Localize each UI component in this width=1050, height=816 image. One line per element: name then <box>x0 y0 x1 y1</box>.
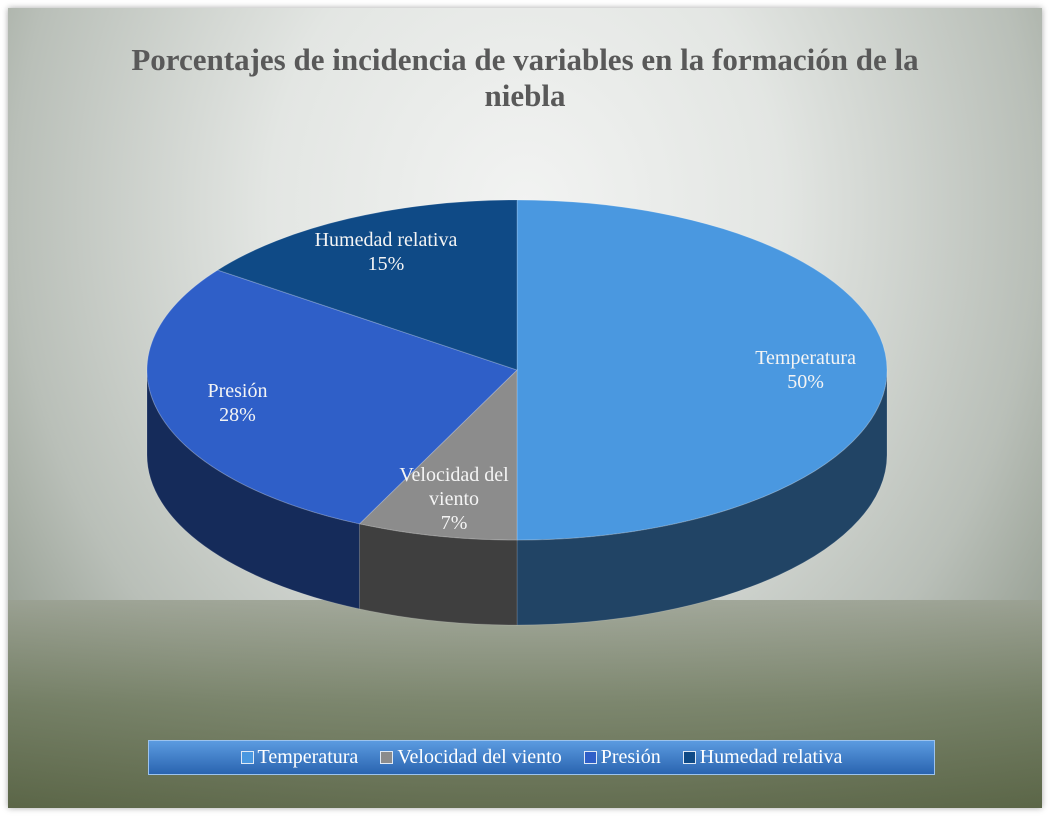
legend-item: Presión <box>583 746 661 769</box>
legend-swatch <box>682 751 696 764</box>
legend: Temperatura Velocidad del viento Presión Hu… <box>148 740 935 775</box>
data-label: Temperatura 50% <box>755 346 856 394</box>
legend-item: Humedad relativa <box>682 746 843 769</box>
data-label-category: Velocidad del viento <box>399 464 509 511</box>
legend-label: Temperatura <box>257 746 359 768</box>
data-label-value: 15% <box>367 252 405 275</box>
slice <box>516 199 888 541</box>
legend-label: Presión <box>600 746 661 768</box>
legend-swatch <box>583 751 597 764</box>
slice <box>146 269 518 525</box>
data-label-value: 50% <box>787 371 824 393</box>
data-label-category: Temperatura <box>755 347 856 369</box>
slice <box>358 368 518 541</box>
legend-label: Velocidad del viento <box>397 746 562 768</box>
data-label: Humedad relativa 15% <box>315 228 458 276</box>
data-label: Presión 28% <box>207 379 267 427</box>
legend-swatch <box>380 751 394 764</box>
slice-side <box>146 369 360 610</box>
data-label-value: 7% <box>440 512 468 535</box>
legend-label: Humedad relativa <box>699 746 843 768</box>
slice <box>216 199 518 371</box>
legend-swatch <box>240 751 254 764</box>
legend-item: Velocidad del viento <box>380 746 562 769</box>
data-label-value: 28% <box>219 403 256 426</box>
chart-title: Porcentajes de incidencia de variables e… <box>131 42 919 113</box>
data-label-category: Humedad relativa <box>314 228 458 251</box>
legend-item: Temperatura <box>240 746 359 769</box>
data-label: Velocidad del viento 7% <box>374 463 534 535</box>
data-label-category: Presión <box>207 379 268 402</box>
